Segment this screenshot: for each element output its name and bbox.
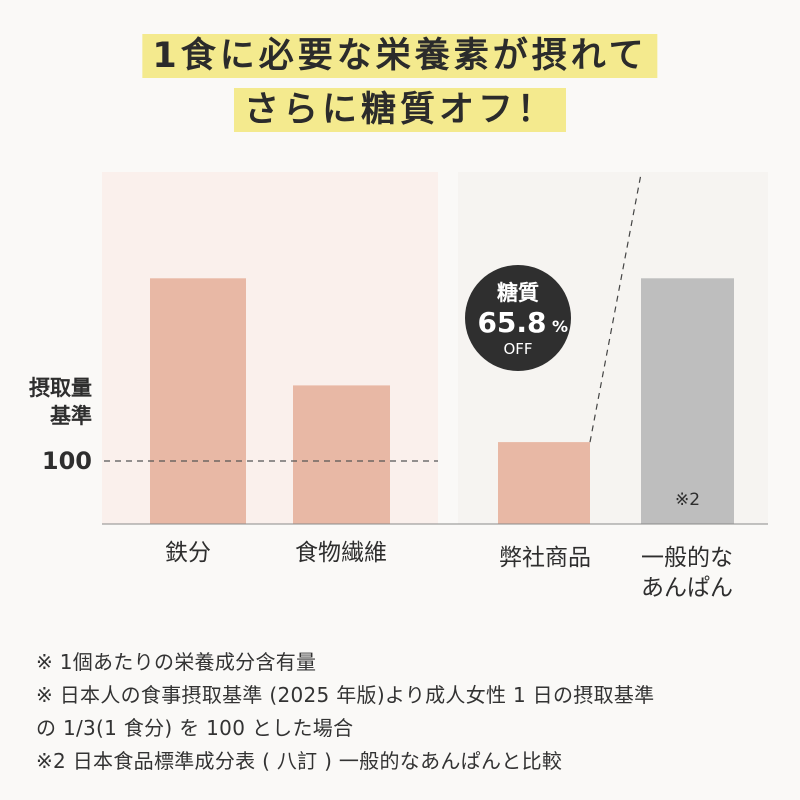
category-label-line: 鉄分 (165, 540, 211, 566)
footnote-2: ※ 日本人の食事摂取基準 (2025 年版)より成人女性 1 日の摂取基準 (36, 683, 655, 707)
category-label-iron: 鉄分 (140, 538, 236, 568)
badge-value: 65.8 (477, 306, 546, 339)
comparison-connector-line (589, 173, 642, 443)
category-label-line: 弊社商品 (499, 545, 591, 571)
comparison-bar-note: ※2 (675, 490, 700, 510)
footnote-3: の 1/3(1 食分) を 100 とした場合 (36, 716, 354, 740)
y-axis-title-line-1: 摂取量 (29, 376, 92, 400)
footnote-4: ※2 日本食品標準成分表 ( 八訂 ) 一般的なあんぱんと比較 (36, 749, 563, 773)
y-axis-title-line-2: 基準 (50, 404, 92, 428)
headline-line-1: 1食に必要な栄養素が摂れて (142, 30, 658, 82)
category-label-line: 食物繊維 (295, 540, 387, 566)
reference-line-label: 100 (42, 447, 92, 475)
badge-unit: % (552, 317, 568, 336)
badge-sub: OFF (503, 340, 532, 358)
y-axis-title: 摂取量 基準 (6, 374, 92, 430)
category-label-line: 一般的な (641, 545, 733, 571)
footnotes: ※ 1個あたりの栄養成分含有量 ※ 日本人の食事摂取基準 (2025 年版)より… (36, 646, 654, 778)
badge-title: 糖質 (497, 281, 539, 305)
bar-2 (498, 442, 590, 524)
footnote-1: ※ 1個あたりの栄養成分含有量 (36, 650, 317, 674)
bar-1 (293, 385, 390, 524)
category-label-fiber: 食物繊維 (272, 538, 410, 568)
category-label-line: あんぱん (641, 575, 733, 601)
category-label-typical-anpan: 一般的な あんぱん (618, 543, 756, 603)
headline-line-2: さらに糖質オフ！ (233, 84, 567, 136)
category-label-our-product: 弊社商品 (486, 543, 604, 573)
sugar-off-badge (465, 265, 571, 371)
bar-3 (641, 278, 734, 524)
bar-0 (150, 278, 246, 524)
